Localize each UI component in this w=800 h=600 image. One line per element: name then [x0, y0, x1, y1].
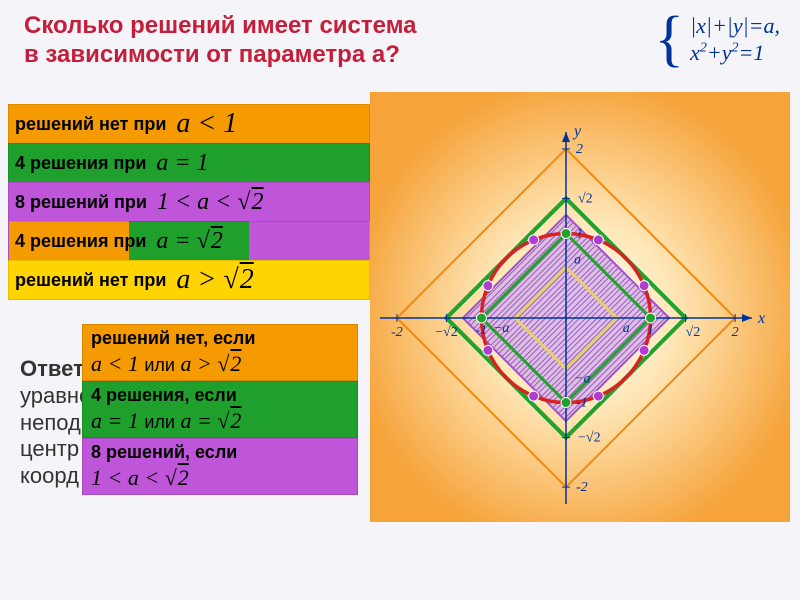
condition-row: 8 решений при1 < a < √2: [8, 182, 370, 222]
row-label: 4 решения при: [15, 153, 146, 174]
svg-text:a: a: [574, 252, 581, 267]
svg-text:−a: −a: [493, 321, 509, 336]
rows-stack: решений нет приa < 14 решения приa = 18 …: [8, 104, 370, 299]
diagram: x y 2 -2 2 -2 1 -1 1 -1 √2 −√2 √2 −√2 a −a a −a: [370, 92, 790, 522]
svg-text:√2: √2: [686, 325, 701, 340]
svg-text:-2: -2: [576, 480, 588, 495]
svg-text:y: y: [572, 123, 582, 140]
svg-text:−a: −a: [574, 372, 590, 387]
svg-text:-2: -2: [391, 325, 403, 340]
svg-text:1: 1: [647, 323, 654, 338]
condition-row: решений нет приa < 1: [8, 104, 370, 144]
eq-2: x2+y2=1: [690, 39, 780, 67]
svg-text:a: a: [623, 321, 630, 336]
condition-row: 4 решения приa = √2: [8, 221, 370, 261]
condition-row: 4 решения приa = 1: [8, 143, 370, 183]
system-of-equations: { |x|+|y|=a, x2+y2=1: [654, 8, 780, 70]
condition-row: решений нет приa > √2: [8, 260, 370, 300]
row-label: 4 решения при: [15, 231, 146, 252]
row-formula: 1 < a < √2: [147, 189, 265, 216]
svg-text:1: 1: [576, 226, 583, 241]
row-formula: a > √2: [166, 264, 254, 296]
svg-text:−√2: −√2: [435, 325, 458, 340]
row-label: решений нет при: [15, 270, 166, 291]
svg-text:2: 2: [576, 142, 583, 157]
svg-text:x: x: [757, 310, 765, 327]
arow-label: решений нет, если: [91, 328, 255, 348]
answer-row: решений нет, еслиa < 1 или a > √2: [82, 324, 358, 381]
title-line1: Сколько решений имеет система: [24, 12, 484, 41]
svg-text:-1: -1: [576, 396, 588, 411]
arow-label: 4 решения, если: [91, 385, 237, 405]
answer-box: решений нет, еслиa < 1 или a > √24 решен…: [82, 324, 358, 495]
title-line2: в зависимости от параметра a?: [24, 41, 400, 68]
row-formula: a < 1: [166, 108, 237, 140]
row-formula: a = √2: [146, 228, 223, 255]
row-label: 8 решений при: [15, 192, 147, 213]
eq-1: |x|+|y|=a,: [690, 12, 780, 40]
background-text-peek: Ответ: уравненеподцентркоорд: [20, 356, 91, 490]
arow-formula: a = 1 или a = √2: [91, 406, 349, 434]
svg-text:−√2: −√2: [578, 431, 601, 446]
svg-text:2: 2: [732, 325, 739, 340]
answer-row: 8 решений, если1 < a < √2: [82, 438, 358, 495]
answer-row: 4 решения, еслиa = 1 или a = √2: [82, 381, 358, 438]
row-formula: a = 1: [146, 150, 208, 177]
svg-text:√2: √2: [578, 191, 593, 206]
arow-label: 8 решений, если: [91, 442, 237, 462]
arow-formula: a < 1 или a > √2: [91, 349, 349, 377]
answer-label: Ответ:: [20, 356, 91, 383]
arow-formula: 1 < a < √2: [91, 463, 349, 491]
row-label: решений нет при: [15, 114, 166, 135]
svg-text:-1: -1: [476, 323, 488, 338]
